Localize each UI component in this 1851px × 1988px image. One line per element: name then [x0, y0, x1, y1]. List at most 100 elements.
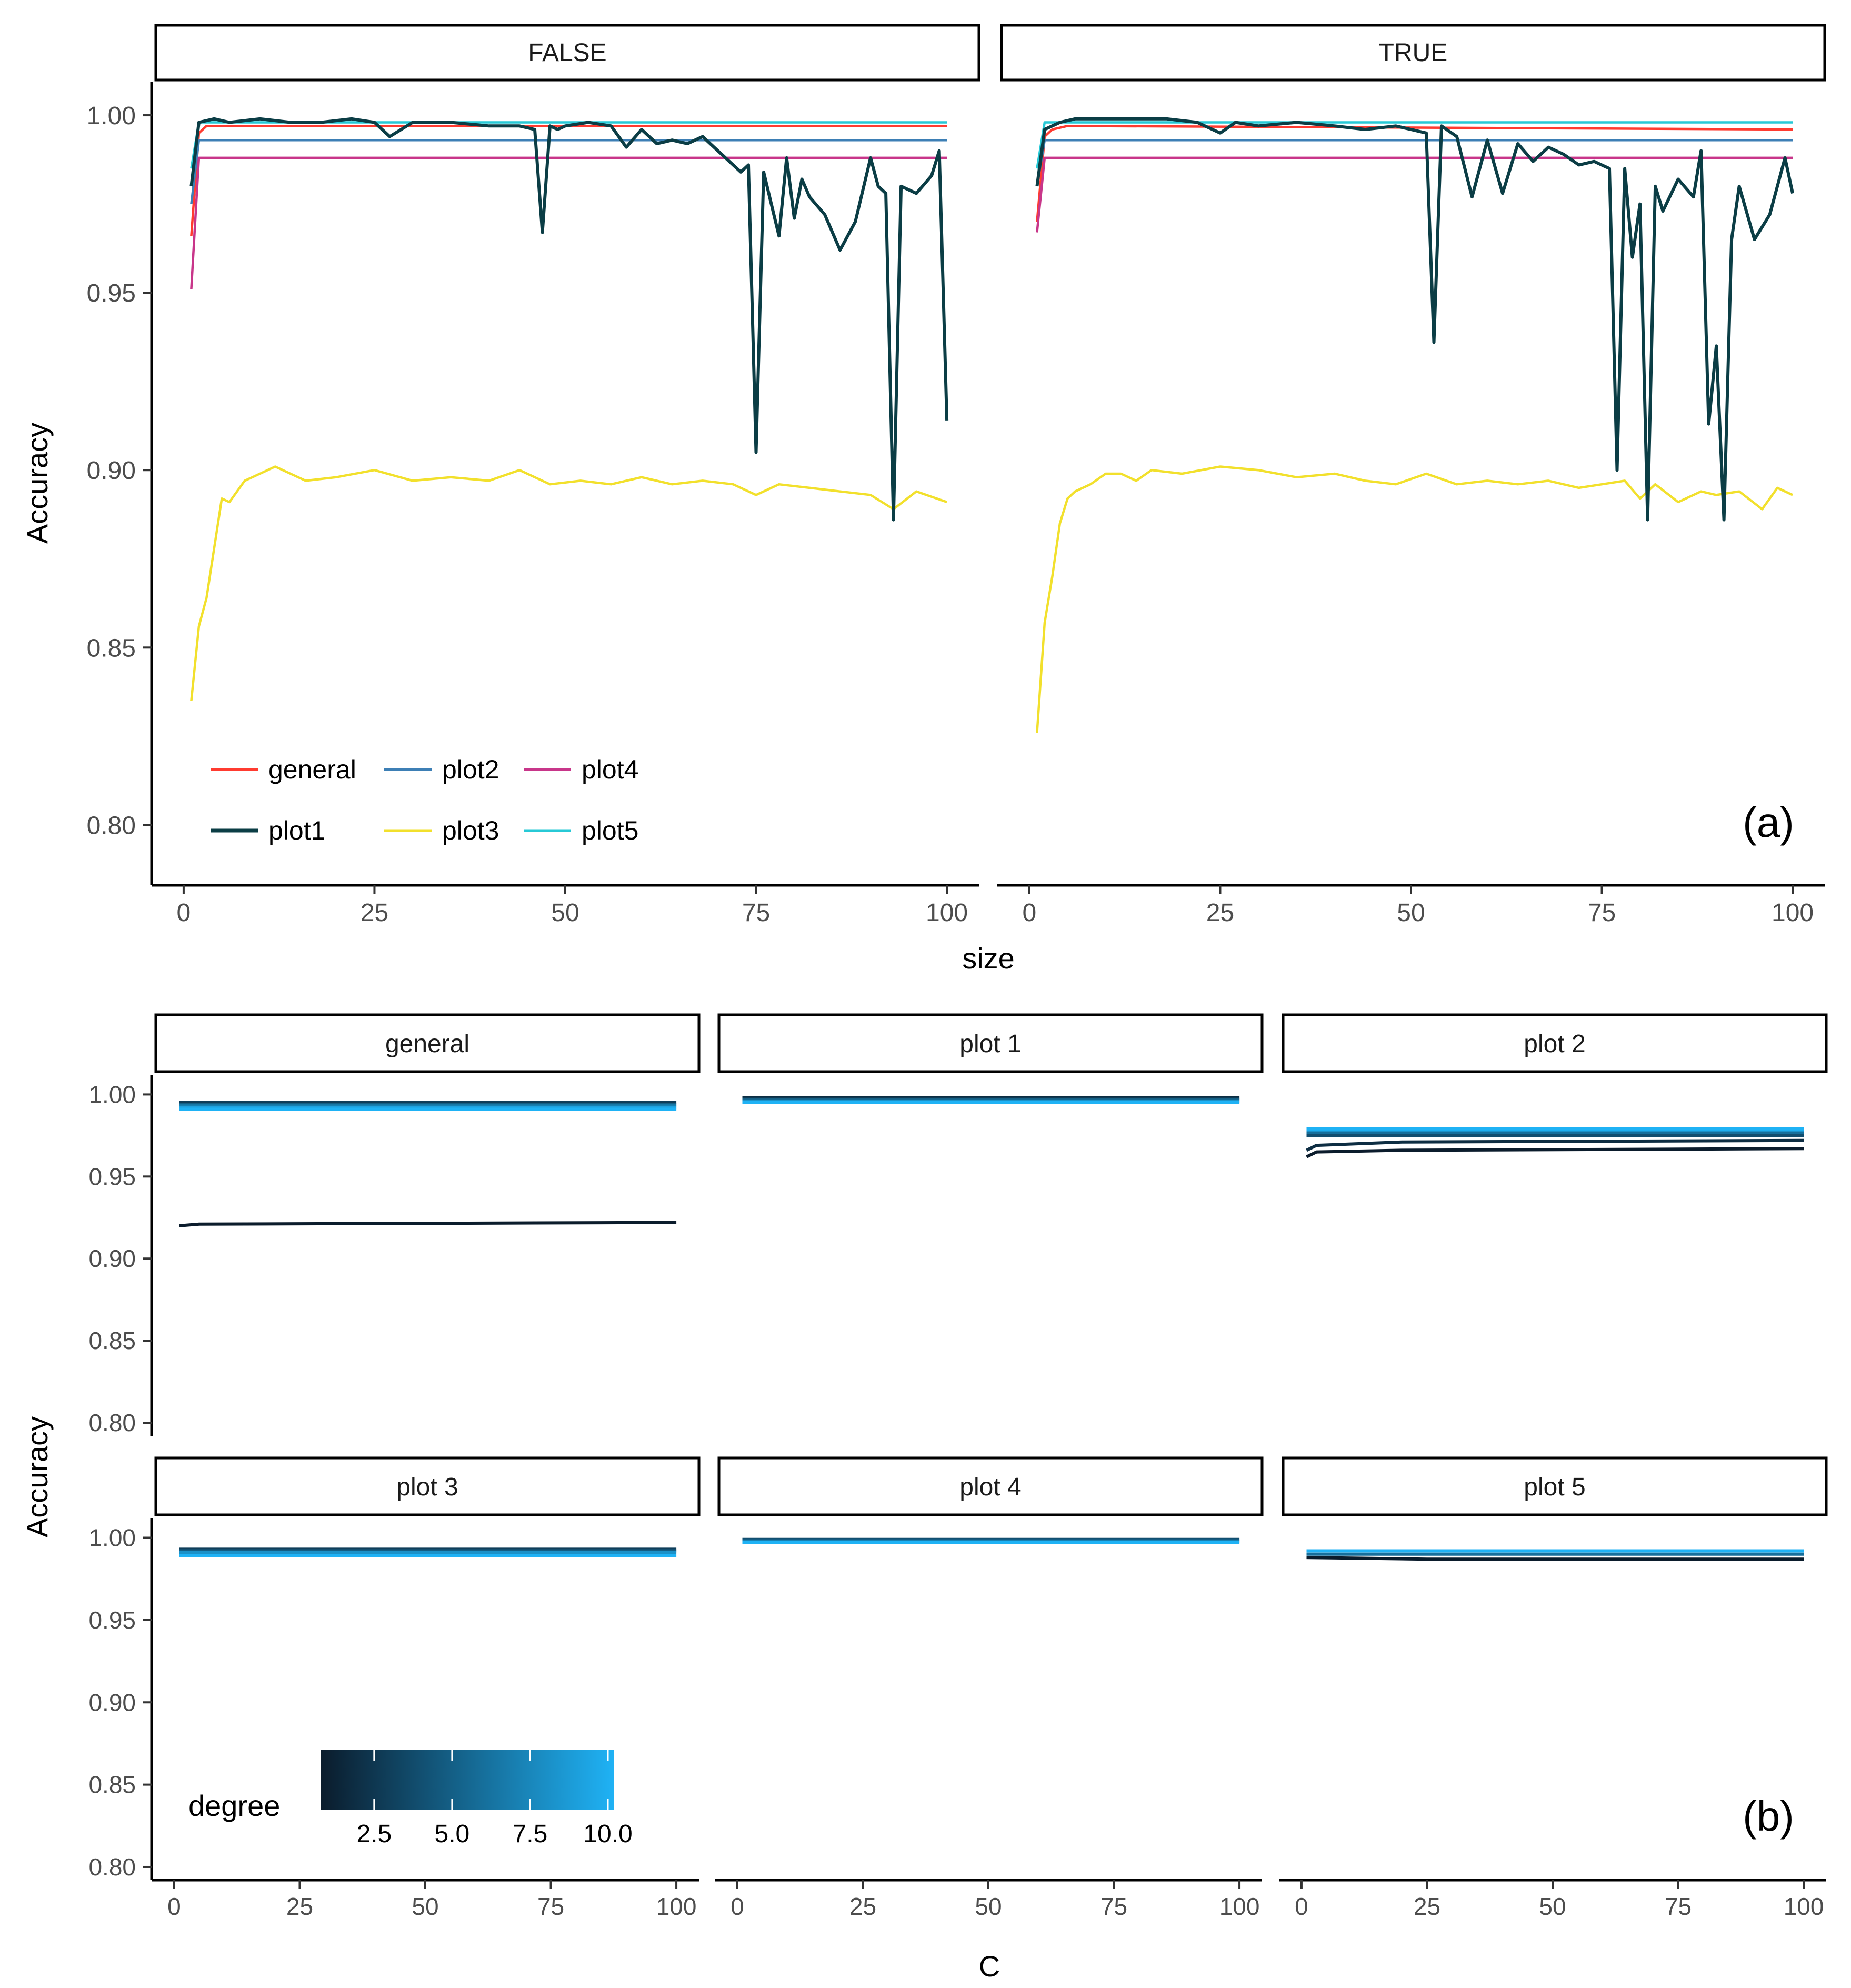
y-tick-label: 0.95 — [88, 1606, 136, 1634]
facet-panel-plot-1 — [717, 1013, 1264, 1104]
x-tick-label: 25 — [1206, 899, 1234, 927]
x-tick-label: 0 — [1295, 1893, 1308, 1920]
facet-panel-false — [152, 24, 980, 894]
legend-a — [211, 768, 571, 833]
legend-label-plot1: plot1 — [268, 816, 325, 845]
series-line-degree-2-plot-2 — [1306, 1138, 1804, 1152]
y-tick-label: 0.85 — [87, 634, 136, 662]
x-tick-label: 100 — [1784, 1893, 1824, 1920]
panel-label-a: (a) — [1743, 799, 1794, 846]
x-tick-label: 0 — [167, 1893, 181, 1920]
y-tick-label: 0.80 — [87, 812, 136, 840]
x-tick-label: 50 — [412, 1893, 438, 1920]
y-tick-label: 1.00 — [88, 1524, 136, 1552]
colorbar-tick-label: 5.0 — [435, 1820, 470, 1848]
series-line-plot5-true — [1036, 121, 1793, 169]
x-tick-label: 75 — [742, 899, 770, 927]
x-tick-label: 100 — [1772, 899, 1814, 927]
x-tick-label: 50 — [551, 899, 579, 927]
x-tick-label: 0 — [177, 899, 191, 927]
facet-panel-plot-3 — [143, 1456, 701, 1889]
x-axis-title-b: C — [979, 1950, 1000, 1983]
facet-strip-label-general: general — [385, 1030, 469, 1058]
legend-label-plot2: plot2 — [442, 755, 499, 784]
x-tick-label: 25 — [849, 1893, 876, 1920]
facet-panel-general — [143, 1013, 701, 1436]
x-tick-label: 75 — [1100, 1893, 1127, 1920]
x-tick-label: 100 — [926, 899, 968, 927]
x-tick-label: 0 — [1023, 899, 1037, 927]
x-tick-label: 50 — [1397, 899, 1425, 927]
x-tick-label: 100 — [1219, 1893, 1260, 1920]
facet-strip-label-false: FALSE — [528, 39, 606, 67]
y-tick-label: 1.00 — [87, 102, 136, 130]
x-tick-label: 0 — [731, 1893, 744, 1920]
x-tick-label: 25 — [361, 899, 388, 927]
facet-strip-label-plot-4: plot 4 — [959, 1473, 1021, 1501]
y-tick-label: 0.95 — [87, 279, 136, 307]
colorbar-tick-label: 2.5 — [356, 1820, 392, 1848]
facet-strip-label-plot-5: plot 5 — [1524, 1473, 1585, 1501]
legend-label-plot3: plot3 — [442, 816, 499, 845]
facet-strip-plot-5 — [1282, 1456, 1828, 1516]
x-tick-label: 50 — [1539, 1893, 1566, 1920]
facet-panel-true — [997, 24, 1826, 894]
legend-label-plot4: plot4 — [582, 755, 638, 784]
colorbar-title: degree — [188, 1789, 280, 1822]
series-line-general-true — [1036, 125, 1793, 222]
facet-strip-plot-1 — [717, 1013, 1264, 1073]
series-line-degree-1-plot-5 — [1306, 1556, 1804, 1561]
y-tick-label: 0.90 — [88, 1689, 136, 1716]
y-axis-title-a: Accuracy — [21, 423, 54, 544]
series-line-plot3-false — [190, 465, 947, 701]
x-tick-label: 75 — [1665, 1893, 1692, 1920]
series-line-plot2-false — [190, 138, 947, 204]
facet-strip-plot-3 — [154, 1456, 701, 1516]
facet-strip-general — [154, 1013, 701, 1073]
x-tick-label: 100 — [656, 1893, 697, 1920]
series-line-general-false — [190, 125, 947, 236]
y-axis-title-b: Accuracy — [21, 1416, 54, 1537]
series-line-plot4-false — [190, 156, 947, 289]
facet-strip-label-plot-1: plot 1 — [959, 1030, 1021, 1058]
panel-label-b: (b) — [1743, 1793, 1794, 1840]
x-tick-label: 25 — [286, 1893, 313, 1920]
x-tick-label: 75 — [1588, 899, 1616, 927]
x-tick-label: 75 — [537, 1893, 564, 1920]
y-tick-label: 0.90 — [87, 457, 136, 485]
facet-strip-label-true: TRUE — [1379, 39, 1448, 67]
y-tick-label: 0.80 — [88, 1853, 136, 1881]
legend-label-general: general — [268, 755, 356, 784]
series-line-plot4-true — [1036, 156, 1793, 233]
y-tick-label: 0.95 — [88, 1163, 136, 1190]
series-line-degree-1-plot-2 — [1306, 1147, 1804, 1158]
facet-panel-plot-4 — [715, 1456, 1264, 1889]
series-line-plot5-false — [190, 121, 947, 169]
x-axis-title-a: size — [962, 942, 1015, 975]
y-tick-label: 0.80 — [88, 1409, 136, 1436]
series-line-plot1-false — [189, 117, 949, 522]
y-tick-label: 0.85 — [88, 1327, 136, 1354]
facet-panel-plot-2 — [1282, 1013, 1828, 1158]
series-line-plot3-true — [1036, 465, 1794, 733]
x-tick-label: 50 — [975, 1893, 1002, 1920]
colorbar-tick-label: 10.0 — [583, 1820, 632, 1848]
facet-strip-plot-2 — [1282, 1013, 1828, 1073]
x-tick-label: 25 — [1414, 1893, 1440, 1920]
y-tick-label: 0.85 — [88, 1771, 136, 1799]
facet-strip-plot-4 — [717, 1456, 1264, 1516]
colorbar-tick-label: 7.5 — [513, 1820, 548, 1848]
series-line-degree-1-general — [179, 1221, 677, 1227]
y-tick-label: 0.90 — [88, 1245, 136, 1272]
y-tick-label: 1.00 — [88, 1081, 136, 1108]
facet-strip-label-plot-2: plot 2 — [1524, 1030, 1585, 1058]
facet-strip-label-plot-3: plot 3 — [396, 1473, 458, 1501]
series-line-plot1-true — [1035, 117, 1795, 522]
facet-strip-true — [1000, 24, 1826, 82]
facet-strip-false — [154, 24, 980, 82]
colorbar-legend — [321, 1750, 614, 1810]
colorbar — [321, 1750, 614, 1810]
legend-label-plot5: plot5 — [582, 816, 638, 845]
